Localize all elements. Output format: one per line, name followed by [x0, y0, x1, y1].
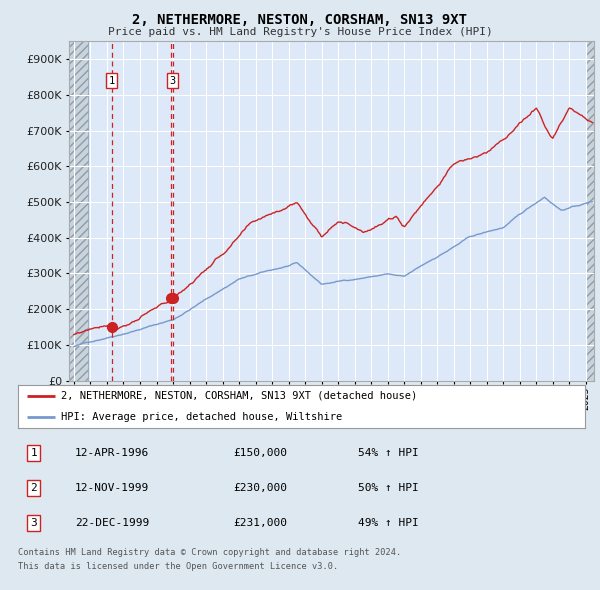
Text: 22-DEC-1999: 22-DEC-1999 [75, 518, 149, 528]
Bar [69, 41, 88, 381]
Text: HPI: Average price, detached house, Wiltshire: HPI: Average price, detached house, Wilt… [61, 412, 342, 422]
Text: £230,000: £230,000 [233, 483, 287, 493]
Text: This data is licensed under the Open Government Licence v3.0.: This data is licensed under the Open Gov… [18, 562, 338, 571]
Text: 50% ↑ HPI: 50% ↑ HPI [358, 483, 419, 493]
Text: 1: 1 [31, 448, 37, 458]
Text: 12-NOV-1999: 12-NOV-1999 [75, 483, 149, 493]
Text: 2, NETHERMORE, NESTON, CORSHAM, SN13 9XT (detached house): 2, NETHERMORE, NESTON, CORSHAM, SN13 9XT… [61, 391, 417, 401]
Text: 12-APR-1996: 12-APR-1996 [75, 448, 149, 458]
Text: 2, NETHERMORE, NESTON, CORSHAM, SN13 9XT: 2, NETHERMORE, NESTON, CORSHAM, SN13 9XT [133, 13, 467, 27]
Text: 49% ↑ HPI: 49% ↑ HPI [358, 518, 419, 528]
Text: 3: 3 [170, 76, 176, 86]
Text: 1: 1 [109, 76, 115, 86]
Text: 54% ↑ HPI: 54% ↑ HPI [358, 448, 419, 458]
Text: Price paid vs. HM Land Registry's House Price Index (HPI): Price paid vs. HM Land Registry's House … [107, 27, 493, 37]
Text: 3: 3 [31, 518, 37, 528]
Text: Contains HM Land Registry data © Crown copyright and database right 2024.: Contains HM Land Registry data © Crown c… [18, 548, 401, 556]
Text: 2: 2 [31, 483, 37, 493]
Bar [586, 41, 600, 381]
Text: £150,000: £150,000 [233, 448, 287, 458]
Text: £231,000: £231,000 [233, 518, 287, 528]
